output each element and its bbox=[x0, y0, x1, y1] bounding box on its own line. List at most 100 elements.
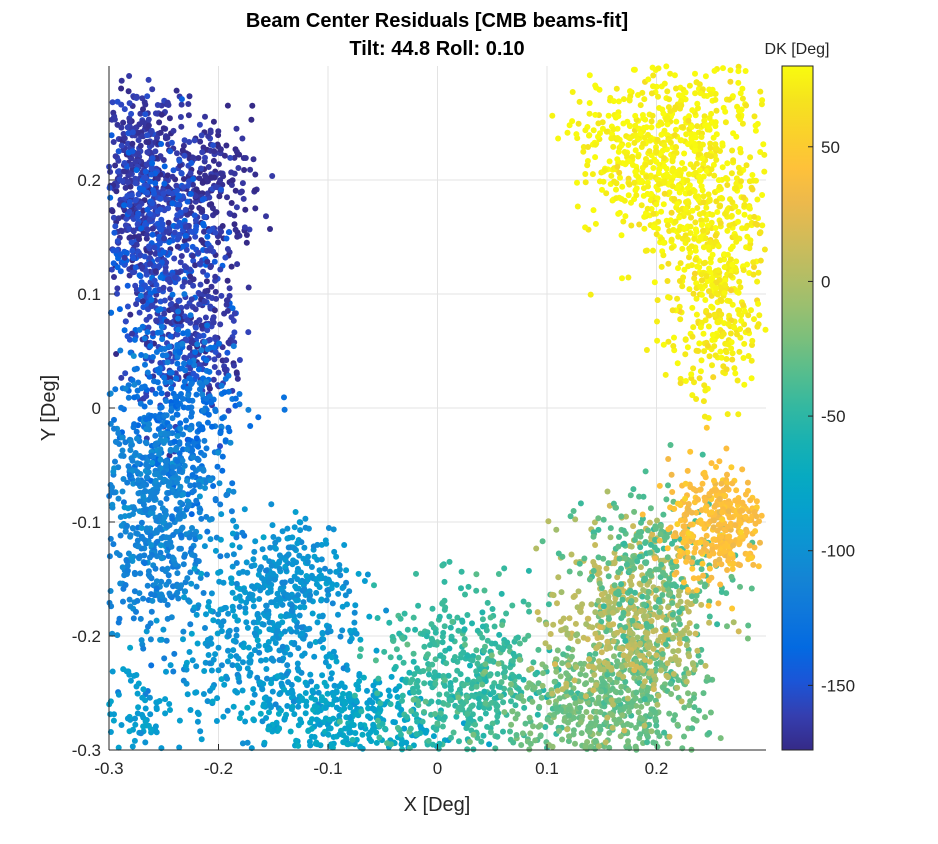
data-point bbox=[134, 129, 141, 136]
data-point bbox=[365, 713, 371, 720]
data-point bbox=[335, 590, 342, 597]
data-point bbox=[193, 583, 200, 590]
data-point bbox=[112, 438, 119, 445]
data-point bbox=[706, 613, 713, 620]
data-point bbox=[131, 336, 138, 343]
data-point bbox=[129, 247, 136, 254]
data-point bbox=[600, 516, 607, 523]
data-point bbox=[264, 646, 271, 653]
data-point bbox=[144, 93, 151, 100]
data-point bbox=[233, 626, 240, 633]
data-point bbox=[221, 389, 228, 396]
data-point bbox=[138, 225, 145, 232]
data-point bbox=[582, 672, 589, 679]
data-point bbox=[536, 689, 543, 696]
data-point bbox=[162, 696, 169, 703]
data-point bbox=[153, 585, 160, 592]
data-point bbox=[112, 386, 119, 393]
data-point bbox=[190, 487, 197, 494]
data-point bbox=[295, 742, 302, 749]
data-point bbox=[163, 318, 170, 325]
data-point bbox=[117, 347, 124, 354]
data-point bbox=[399, 692, 406, 699]
data-point bbox=[133, 167, 140, 174]
data-point bbox=[138, 286, 144, 293]
data-point bbox=[170, 127, 177, 134]
data-point bbox=[167, 662, 174, 669]
data-point bbox=[167, 447, 174, 454]
data-point bbox=[176, 439, 183, 446]
data-point bbox=[118, 452, 125, 459]
data-point bbox=[456, 738, 462, 745]
data-point bbox=[257, 710, 264, 717]
data-point bbox=[565, 645, 572, 652]
data-point bbox=[474, 627, 481, 634]
data-point bbox=[441, 677, 448, 684]
data-point bbox=[184, 211, 191, 218]
data-point bbox=[137, 615, 144, 622]
data-point bbox=[582, 681, 588, 688]
data-point bbox=[176, 465, 183, 472]
data-point bbox=[291, 613, 297, 619]
data-point bbox=[284, 592, 291, 598]
data-point bbox=[129, 743, 136, 750]
data-point bbox=[211, 148, 218, 155]
data-point bbox=[479, 616, 486, 623]
data-point bbox=[323, 654, 330, 660]
data-point bbox=[219, 467, 226, 474]
data-point bbox=[590, 567, 597, 574]
data-point bbox=[118, 124, 125, 131]
data-point bbox=[461, 636, 468, 642]
data-point bbox=[183, 680, 190, 687]
data-point bbox=[423, 653, 430, 660]
data-point bbox=[273, 719, 280, 726]
data-point bbox=[179, 283, 186, 290]
data-point bbox=[236, 665, 243, 672]
data-point bbox=[385, 687, 392, 694]
data-point bbox=[187, 365, 194, 372]
data-point bbox=[142, 488, 149, 495]
data-point bbox=[631, 508, 638, 515]
data-point bbox=[248, 563, 255, 570]
data-point bbox=[266, 619, 273, 626]
data-point bbox=[165, 490, 172, 496]
data-point bbox=[386, 693, 393, 699]
data-point bbox=[512, 702, 519, 709]
data-point bbox=[173, 87, 180, 94]
data-point bbox=[344, 666, 351, 673]
data-point bbox=[632, 744, 639, 751]
data-point bbox=[597, 709, 604, 716]
data-point bbox=[149, 231, 156, 238]
data-point bbox=[178, 123, 185, 130]
data-point bbox=[592, 650, 599, 657]
data-point bbox=[612, 688, 619, 695]
data-point bbox=[251, 548, 258, 555]
data-point bbox=[180, 636, 186, 643]
data-point bbox=[217, 606, 224, 613]
data-point bbox=[188, 204, 195, 211]
data-point bbox=[128, 554, 135, 561]
data-point bbox=[542, 640, 549, 647]
data-point bbox=[545, 518, 552, 525]
data-point bbox=[156, 233, 163, 240]
data-point bbox=[139, 298, 146, 305]
data-point bbox=[216, 480, 223, 487]
data-point bbox=[173, 398, 180, 405]
data-point bbox=[281, 628, 288, 635]
data-point bbox=[612, 504, 619, 511]
data-point bbox=[309, 610, 316, 617]
data-point bbox=[212, 406, 219, 413]
data-point bbox=[349, 736, 356, 743]
data-point bbox=[676, 609, 683, 615]
data-point bbox=[268, 599, 275, 606]
data-point bbox=[204, 272, 211, 279]
data-point bbox=[134, 690, 141, 697]
data-point bbox=[191, 137, 198, 144]
data-point bbox=[142, 268, 149, 274]
data-point bbox=[246, 226, 253, 233]
data-point bbox=[647, 642, 653, 648]
data-point bbox=[400, 659, 407, 666]
data-point bbox=[225, 487, 232, 494]
data-point bbox=[182, 223, 189, 230]
data-point bbox=[229, 589, 236, 596]
